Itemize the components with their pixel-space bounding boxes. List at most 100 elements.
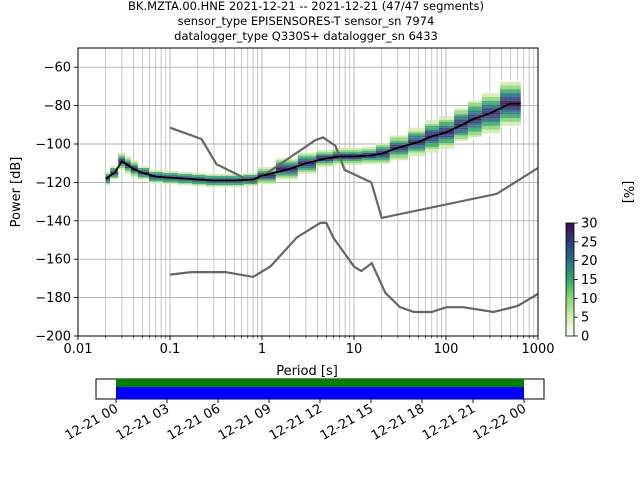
y-tick-label: −60 <box>44 61 71 76</box>
density-cell <box>500 102 516 105</box>
density-cell <box>389 139 409 142</box>
density-cell <box>297 166 317 168</box>
density-cell <box>275 166 298 168</box>
density-cell <box>408 144 426 147</box>
density-cell <box>515 79 521 82</box>
density-cell <box>162 178 179 181</box>
nlnm-line <box>169 221 539 314</box>
density-cell <box>375 146 390 149</box>
density-cell <box>110 166 119 168</box>
coverage-bars <box>116 379 524 399</box>
density-cell <box>425 129 439 132</box>
density-cell <box>481 108 501 111</box>
density-cell <box>316 163 334 166</box>
density-cell <box>425 120 439 122</box>
density-cell <box>389 154 409 157</box>
density-cell <box>500 123 516 126</box>
density-cell <box>297 169 317 172</box>
density-cell <box>500 95 516 97</box>
x-tick-label: 0.01 <box>64 342 93 357</box>
density-cell <box>275 175 298 178</box>
density-cell <box>191 184 206 187</box>
density-cell <box>178 171 192 174</box>
density-cell <box>515 123 521 126</box>
density-cell <box>346 159 363 162</box>
density-cell <box>408 148 426 151</box>
density-cell <box>408 143 426 145</box>
density-cell <box>467 116 482 119</box>
density-cell <box>454 131 468 134</box>
density-cell <box>110 168 119 170</box>
density-cell <box>124 160 131 163</box>
density-cell <box>500 110 516 113</box>
density-cell <box>454 127 468 130</box>
density-cell <box>408 137 426 140</box>
timeline-tick-label: 12-21 03 <box>114 401 172 443</box>
density-cell <box>481 121 501 124</box>
density-cell <box>454 120 468 122</box>
density-cell <box>375 148 390 151</box>
density-cell <box>149 179 163 182</box>
density-cell <box>438 143 455 145</box>
colorbar-tick-label: 20 <box>581 254 598 269</box>
density-cell <box>481 127 501 130</box>
density-cell <box>191 180 206 183</box>
density-cell <box>333 151 347 154</box>
nhnm-line <box>169 126 539 220</box>
density-cell <box>467 127 482 130</box>
x-tick-label: 1 <box>258 342 266 357</box>
density-cell <box>224 183 244 186</box>
density-cell <box>316 159 334 162</box>
coverage-bar-top <box>116 379 524 387</box>
density-cell <box>408 133 426 136</box>
density-cell <box>438 141 455 144</box>
density-cell <box>481 129 501 132</box>
density-cell <box>389 148 409 151</box>
density-cell <box>205 183 225 186</box>
density-cell <box>257 182 276 185</box>
density-cell <box>438 127 455 130</box>
colorbar-ticks: 0 5 10 15 20 25 30 <box>574 217 598 345</box>
density-cell <box>224 175 244 178</box>
density-cell <box>515 106 521 109</box>
density-cell <box>481 131 501 134</box>
density-cell <box>500 83 516 86</box>
colorbar-tick-label: 0 <box>581 330 589 345</box>
density-cell <box>105 183 111 186</box>
density-cell <box>500 114 516 117</box>
density-cell <box>137 166 150 168</box>
density-cell <box>454 129 468 132</box>
density-cell <box>515 81 521 84</box>
density-cell <box>515 85 521 88</box>
density-cell <box>243 184 258 187</box>
density-cell <box>454 116 468 119</box>
density-cell <box>105 179 111 182</box>
density-cell <box>149 173 163 176</box>
density-cell <box>454 133 468 136</box>
plot-frame <box>77 47 539 337</box>
density-cell <box>191 172 206 175</box>
density-cell <box>124 171 131 174</box>
density-cell <box>224 177 244 180</box>
density-cell <box>257 176 276 179</box>
density-cell <box>467 129 482 132</box>
density-cell <box>110 169 119 172</box>
density-cell <box>316 155 334 158</box>
density-cell <box>500 108 516 111</box>
density-cell <box>149 181 163 184</box>
density-cell <box>500 116 516 119</box>
density-cell <box>515 87 521 90</box>
density-cell <box>425 127 439 130</box>
density-cell <box>467 114 482 117</box>
density-cell <box>515 104 521 107</box>
density-cell <box>375 158 390 161</box>
density-cell <box>425 139 439 142</box>
density-cell <box>333 161 347 164</box>
density-cell <box>515 93 521 96</box>
density-cell <box>454 135 468 138</box>
density-cell <box>346 151 363 154</box>
density-cell <box>316 149 334 152</box>
density-cell <box>438 120 455 122</box>
density-cell <box>454 112 468 115</box>
density-cell <box>467 104 482 107</box>
